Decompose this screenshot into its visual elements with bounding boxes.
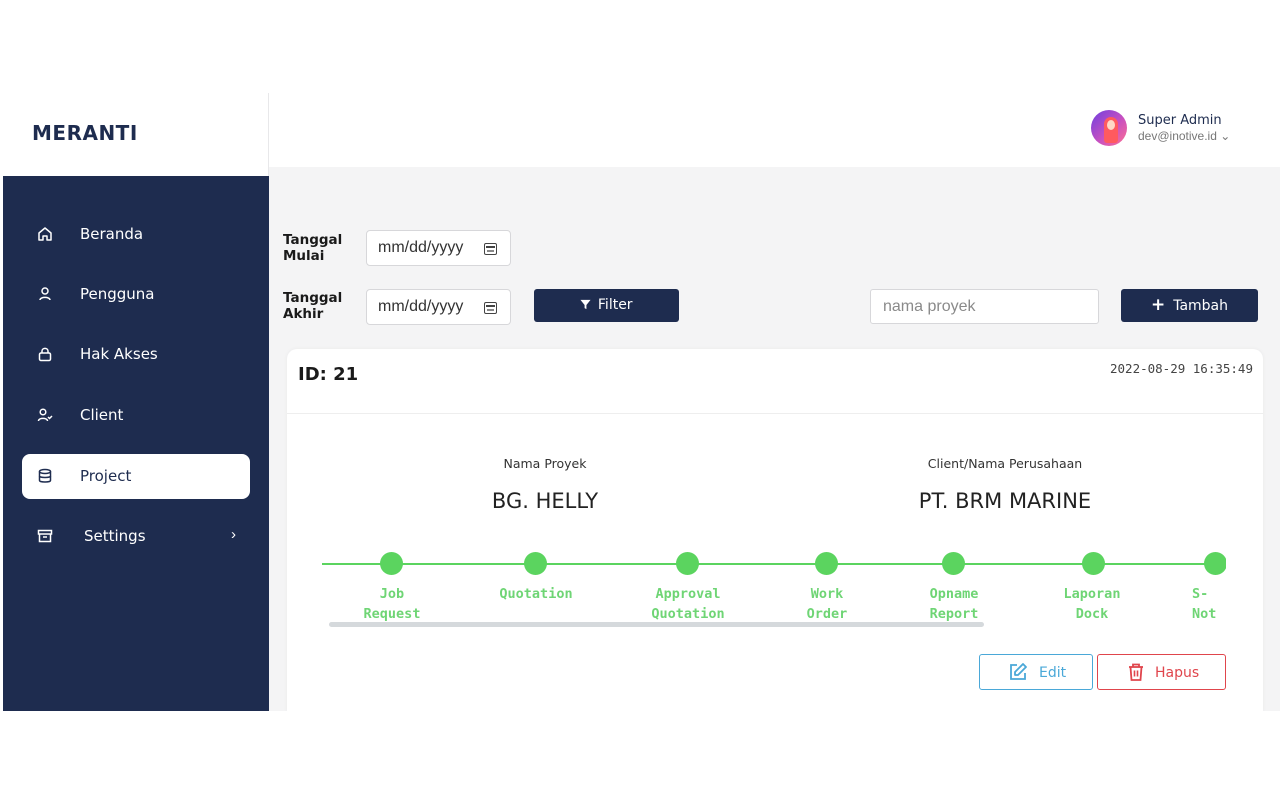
- start-date-label-line-2: Mulai: [283, 248, 325, 264]
- end-date-label: Tanggal Akhir: [283, 290, 342, 322]
- timeline-dot: [676, 552, 699, 575]
- end-date-input[interactable]: mm/dd/yyyy: [366, 289, 511, 325]
- progress-timeline: Job Request Quotation Approval Quotation…: [322, 545, 1226, 635]
- sidebar-item-pengguna[interactable]: Pengguna: [22, 272, 250, 317]
- timeline-step-label: Laporan Dock: [1063, 586, 1121, 622]
- delete-button-label: Hapus: [1155, 665, 1200, 681]
- add-button-label: Tambah: [1173, 298, 1229, 314]
- main-content: Tanggal Mulai mm/dd/yyyy Tanggal Akhir m…: [269, 167, 1280, 711]
- sidebar-item-label: Pengguna: [80, 285, 155, 303]
- timeline-step-label: Quotation: [499, 586, 573, 602]
- card-header: ID: 21 2022-08-29 16:35:49: [287, 349, 1263, 414]
- timeline-dot: [524, 552, 547, 575]
- app-frame: MERANTI Beranda Pengguna Hak Akses Clien…: [3, 93, 1280, 711]
- sidebar-item-beranda[interactable]: Beranda: [22, 212, 250, 257]
- sidebar-item-settings[interactable]: Settings ›: [22, 514, 250, 559]
- filter-button[interactable]: Filter: [534, 289, 679, 322]
- timeline-dot: [380, 552, 403, 575]
- project-name: BG. HELLY: [491, 489, 599, 513]
- timeline-step-label: Opname Report: [929, 586, 979, 622]
- plus-icon: +: [1150, 295, 1166, 315]
- avatar-face: [1107, 120, 1115, 130]
- lock-icon: [38, 347, 52, 362]
- user-name[interactable]: Super Admin: [1138, 113, 1222, 128]
- sidebar-item-label: Hak Akses: [80, 345, 158, 363]
- home-icon: [38, 227, 52, 241]
- timeline-step-label: Job Request: [363, 586, 421, 622]
- timeline-step-label: Work Order: [806, 586, 848, 622]
- user-icon: [39, 287, 51, 301]
- timeline-step-label: S- Not: [1192, 586, 1217, 622]
- timeline-line: [322, 563, 1226, 565]
- start-date-input[interactable]: mm/dd/yyyy: [366, 230, 511, 266]
- end-date-label-line-1: Tanggal: [283, 290, 343, 306]
- user-check-icon: [37, 408, 53, 422]
- database-icon: [38, 468, 52, 483]
- delete-button[interactable]: Hapus: [1097, 654, 1226, 690]
- filter-button-label: Filter: [597, 297, 633, 313]
- timeline-dot: [1082, 552, 1105, 575]
- add-button[interactable]: + Tambah: [1121, 289, 1258, 322]
- brand: MERANTI: [3, 93, 269, 176]
- edit-icon: [1010, 663, 1027, 680]
- project-id: ID: 21: [298, 364, 359, 385]
- timeline-dot: [815, 552, 838, 575]
- timeline-dot: [942, 552, 965, 575]
- end-date-value: mm/dd/yyyy: [378, 298, 464, 315]
- sidebar: MERANTI Beranda Pengguna Hak Akses Clien…: [3, 93, 269, 711]
- calendar-icon[interactable]: [484, 243, 497, 255]
- search-input[interactable]: [870, 289, 1099, 324]
- brand-logo-text: MERANTI: [32, 121, 138, 145]
- sidebar-item-client[interactable]: Client: [22, 393, 250, 438]
- avatar[interactable]: [1091, 110, 1127, 146]
- timeline-dot: [1204, 552, 1226, 575]
- sidebar-item-label: Project: [80, 467, 132, 485]
- sidebar-item-label: Client: [80, 406, 124, 424]
- chevron-right-icon: ›: [231, 526, 236, 543]
- top-bar: Super Admin dev@inotive.id ⌄: [269, 93, 1280, 167]
- project-name-caption: Nama Proyek: [503, 456, 587, 471]
- sidebar-item-label: Beranda: [80, 225, 144, 243]
- sidebar-item-hak-akses[interactable]: Hak Akses: [22, 332, 250, 377]
- sidebar-item-label: Settings: [84, 527, 146, 545]
- edit-button[interactable]: Edit: [979, 654, 1093, 690]
- timeline-scrollbar[interactable]: [329, 622, 984, 627]
- edit-button-label: Edit: [1039, 665, 1067, 681]
- start-date-label-line-1: Tanggal: [283, 232, 343, 248]
- client-caption: Client/Nama Perusahaan: [927, 456, 1083, 471]
- end-date-label-line-2: Akhir: [283, 306, 324, 322]
- sidebar-item-project[interactable]: Project: [22, 454, 250, 499]
- calendar-icon[interactable]: [484, 302, 497, 314]
- archive-icon: [37, 529, 53, 543]
- project-card: ID: 21 2022-08-29 16:35:49 Nama Proyek B…: [287, 349, 1263, 711]
- trash-icon: [1129, 663, 1143, 681]
- filter-icon: [580, 299, 591, 310]
- project-timestamp: 2022-08-29 16:35:49: [1110, 361, 1253, 376]
- start-date-label: Tanggal Mulai: [283, 232, 342, 264]
- timeline-step-label: Approval Quotation: [651, 586, 725, 622]
- client-name: PT. BRM MARINE: [918, 489, 1092, 513]
- start-date-value: mm/dd/yyyy: [378, 239, 464, 256]
- user-email-dropdown[interactable]: dev@inotive.id ⌄: [1138, 129, 1231, 143]
